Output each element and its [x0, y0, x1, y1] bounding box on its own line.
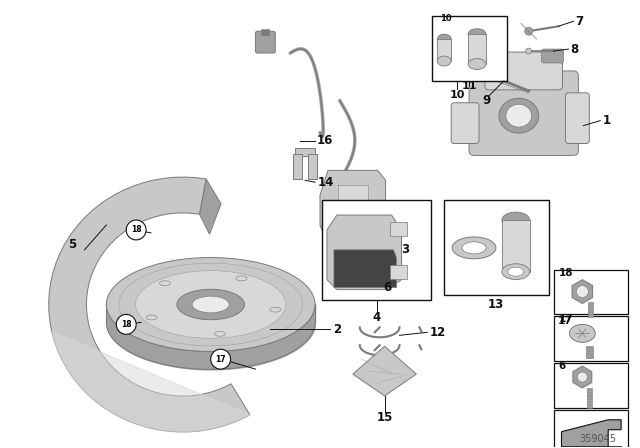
Bar	[390, 265, 408, 279]
Ellipse shape	[502, 212, 530, 228]
Text: 16: 16	[317, 134, 333, 147]
Circle shape	[211, 349, 230, 369]
Text: 13: 13	[488, 298, 504, 311]
Bar	[356, 280, 363, 298]
FancyBboxPatch shape	[469, 71, 579, 155]
Polygon shape	[338, 185, 368, 230]
Ellipse shape	[506, 104, 532, 127]
Bar	[444, 200, 548, 294]
FancyBboxPatch shape	[541, 49, 563, 63]
Text: 18: 18	[559, 267, 573, 278]
Circle shape	[577, 372, 588, 382]
Ellipse shape	[146, 315, 157, 320]
Bar	[588, 302, 593, 318]
Polygon shape	[49, 177, 250, 432]
Text: 3: 3	[401, 243, 410, 256]
Text: 6: 6	[559, 361, 566, 371]
Bar	[588, 388, 592, 408]
Polygon shape	[320, 170, 385, 265]
Ellipse shape	[499, 98, 539, 133]
FancyBboxPatch shape	[566, 93, 589, 143]
Text: 1: 1	[602, 114, 611, 127]
Text: 10: 10	[449, 90, 465, 100]
Bar	[468, 34, 486, 64]
Polygon shape	[334, 250, 397, 288]
Bar	[554, 410, 628, 448]
FancyBboxPatch shape	[352, 271, 368, 282]
Text: 11: 11	[461, 81, 477, 91]
Ellipse shape	[270, 307, 281, 312]
FancyBboxPatch shape	[255, 31, 275, 53]
Text: 15: 15	[376, 411, 393, 424]
Text: 4: 4	[372, 311, 381, 324]
FancyBboxPatch shape	[451, 103, 479, 143]
Bar	[561, 446, 621, 448]
Ellipse shape	[136, 271, 286, 338]
Polygon shape	[327, 215, 401, 289]
Text: 2: 2	[333, 323, 341, 336]
Circle shape	[126, 220, 146, 240]
Ellipse shape	[192, 296, 229, 313]
Ellipse shape	[177, 289, 244, 320]
Ellipse shape	[468, 59, 486, 69]
Ellipse shape	[452, 237, 496, 259]
Text: 17: 17	[215, 355, 226, 364]
Ellipse shape	[159, 281, 170, 286]
Polygon shape	[52, 332, 250, 432]
Text: 17: 17	[559, 314, 573, 324]
Ellipse shape	[214, 332, 225, 336]
Ellipse shape	[106, 258, 315, 351]
Bar	[554, 363, 628, 408]
Bar	[554, 270, 628, 314]
Polygon shape	[200, 179, 221, 234]
Bar	[261, 29, 269, 35]
Text: 18: 18	[121, 320, 132, 329]
Text: 8: 8	[570, 43, 579, 56]
Circle shape	[525, 48, 532, 54]
FancyBboxPatch shape	[485, 52, 563, 90]
Ellipse shape	[468, 29, 486, 40]
Text: 359045: 359045	[580, 434, 617, 444]
Polygon shape	[353, 346, 417, 396]
Bar	[293, 155, 302, 179]
Ellipse shape	[437, 34, 451, 44]
Text: 5: 5	[68, 238, 77, 251]
Ellipse shape	[570, 324, 595, 342]
Text: 18: 18	[131, 225, 141, 234]
Circle shape	[525, 27, 532, 35]
Text: 14: 14	[318, 176, 334, 189]
Text: 7: 7	[575, 15, 584, 28]
Polygon shape	[561, 420, 621, 448]
Circle shape	[116, 314, 136, 334]
Text: 6: 6	[383, 281, 392, 294]
Bar	[322, 200, 431, 300]
Text: 12: 12	[429, 326, 445, 339]
Ellipse shape	[437, 56, 451, 66]
Circle shape	[577, 286, 588, 297]
Bar	[586, 346, 593, 358]
Text: 10: 10	[440, 14, 452, 23]
Bar	[432, 16, 507, 81]
Bar	[308, 155, 317, 179]
Bar	[295, 148, 315, 156]
Ellipse shape	[119, 263, 303, 346]
Bar	[437, 39, 451, 61]
Text: 17: 17	[557, 316, 572, 327]
Bar	[390, 222, 408, 236]
Ellipse shape	[502, 264, 530, 280]
Ellipse shape	[462, 242, 486, 254]
Text: 9: 9	[483, 94, 491, 107]
Ellipse shape	[508, 267, 524, 276]
Bar	[554, 316, 628, 361]
Bar	[502, 220, 530, 271]
Ellipse shape	[236, 276, 247, 281]
